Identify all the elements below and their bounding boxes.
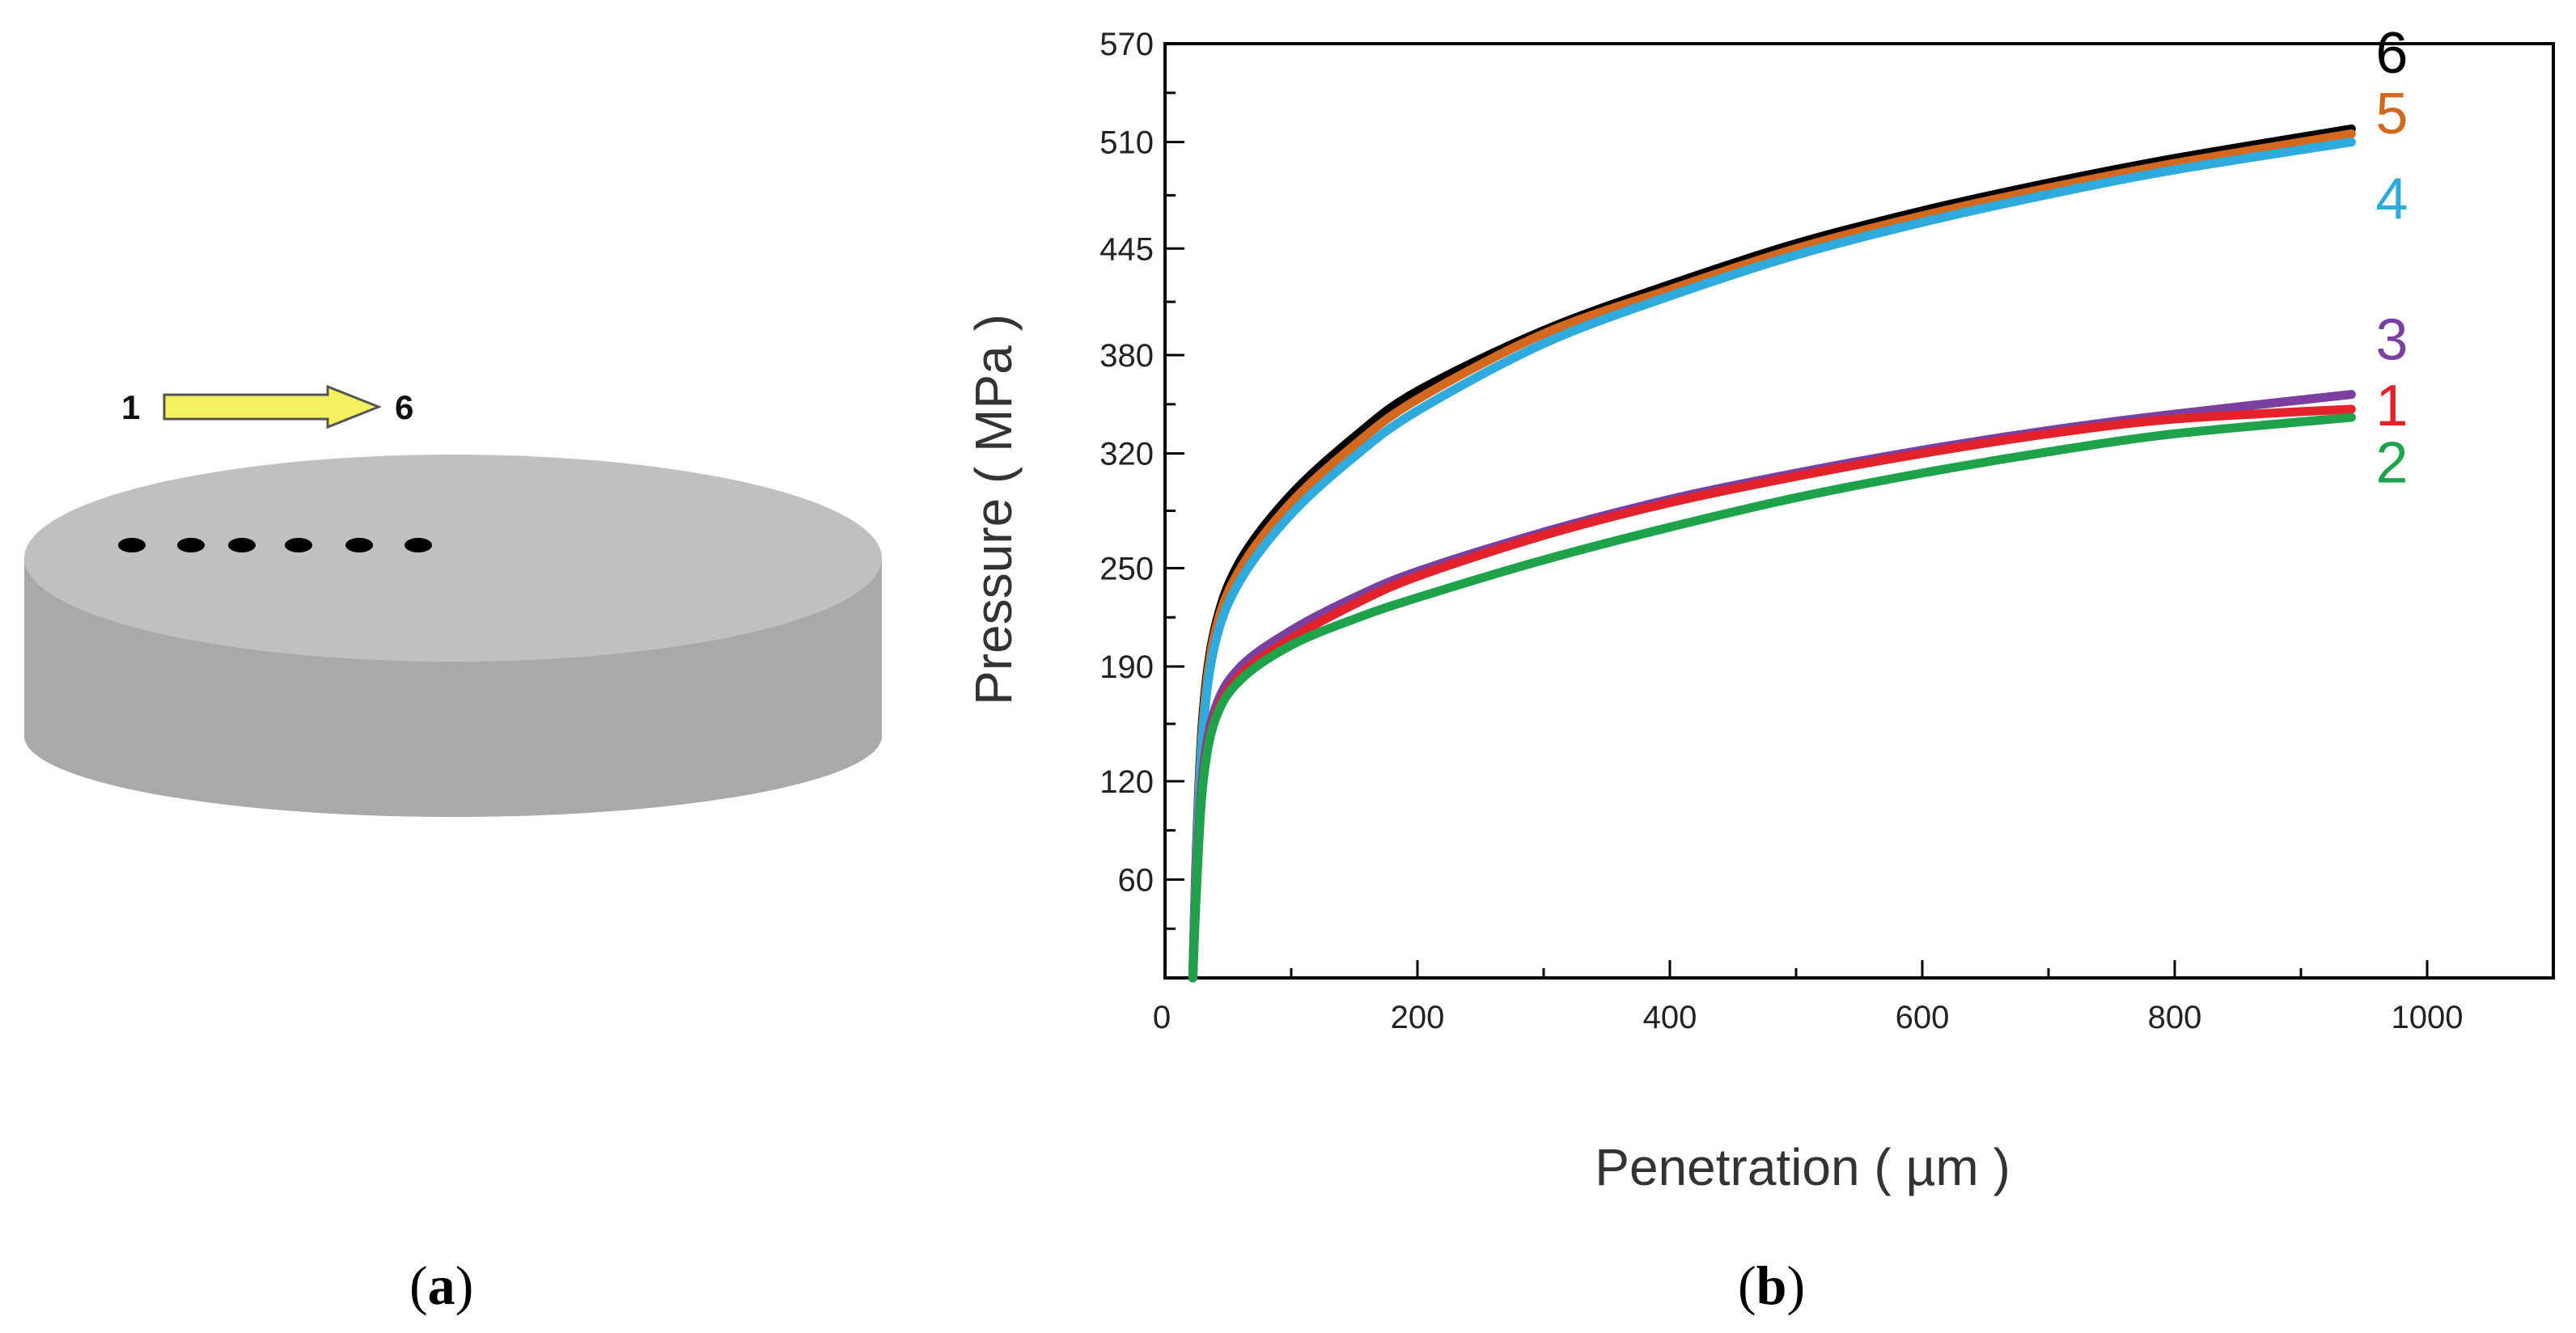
measurement-point bbox=[118, 538, 146, 552]
measurement-points bbox=[118, 538, 432, 552]
series-label-1: 1 bbox=[2375, 374, 2408, 438]
measurement-point bbox=[405, 538, 432, 552]
y-tick-label: 320 bbox=[1099, 437, 1154, 472]
panel-a: 1 6 (a) bbox=[24, 384, 882, 1316]
y-axis-ticks: 60 120 190 250 320 380 445 510 570 bbox=[1099, 27, 1184, 930]
arrow-end-label: 6 bbox=[395, 388, 413, 426]
y-tick-label: 380 bbox=[1099, 338, 1154, 374]
y-tick-label: 120 bbox=[1099, 764, 1154, 800]
measurement-point bbox=[345, 538, 373, 552]
plot-frame bbox=[1163, 42, 2555, 980]
series-label-4: 4 bbox=[2375, 167, 2408, 231]
x-tick-label: 1000 bbox=[2392, 1000, 2464, 1035]
panel-b-chart: 0 200 400 600 800 1000 6012019025032038044551… bbox=[964, 21, 2555, 1316]
x-tick-label: 200 bbox=[1391, 1000, 1445, 1035]
panel-b-label: (b) bbox=[1738, 1255, 1805, 1316]
series-lines bbox=[1188, 124, 2356, 983]
series-label-3: 3 bbox=[2375, 308, 2408, 373]
series-labels: 65 4 312 bbox=[2375, 21, 2408, 496]
arrow-start-label: 1 bbox=[121, 388, 140, 426]
series-line-4 bbox=[1188, 138, 2356, 983]
x-tick-label: 400 bbox=[1643, 1000, 1697, 1035]
series-label-2: 2 bbox=[2375, 431, 2408, 496]
y-tick-label: 250 bbox=[1099, 551, 1154, 586]
y-tick-label: 445 bbox=[1099, 231, 1154, 267]
x-tick-label: 800 bbox=[2148, 1000, 2202, 1035]
y-tick-label: 60 bbox=[1118, 862, 1155, 898]
x-tick-label: 0 bbox=[1153, 1000, 1171, 1035]
x-axis-ticks: 0 200 400 600 800 1000 bbox=[1153, 960, 2464, 1035]
x-tick-label: 600 bbox=[1896, 1000, 1950, 1035]
y-tick-label: 570 bbox=[1099, 27, 1154, 62]
x-axis-title: Penetration ( µm ) bbox=[1595, 1138, 2010, 1196]
panel-a-label: (a) bbox=[409, 1255, 473, 1316]
disk-top bbox=[24, 455, 882, 662]
series-line-2 bbox=[1188, 413, 2356, 983]
direction-arrow-icon bbox=[163, 384, 383, 430]
y-tick-label: 510 bbox=[1099, 125, 1154, 161]
series-line-1 bbox=[1188, 404, 2356, 983]
y-tick-label: 190 bbox=[1099, 650, 1154, 685]
y-axis-title: Pressure ( MPa ) bbox=[964, 314, 1023, 705]
measurement-point bbox=[285, 538, 312, 552]
series-label-6: 6 bbox=[2375, 21, 2408, 86]
measurement-point bbox=[228, 538, 256, 552]
series-label-5: 5 bbox=[2375, 82, 2408, 146]
measurement-point bbox=[177, 538, 205, 552]
